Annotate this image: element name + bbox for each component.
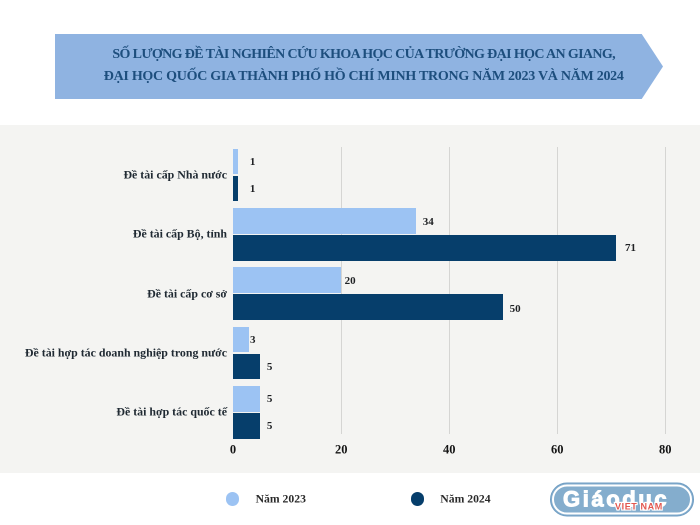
svg-text:Giáodục: Giáodục <box>563 487 669 512</box>
svg-text:VIET NAM: VIET NAM <box>615 502 663 512</box>
svg-text:VIET NAM: VIET NAM <box>615 502 663 512</box>
